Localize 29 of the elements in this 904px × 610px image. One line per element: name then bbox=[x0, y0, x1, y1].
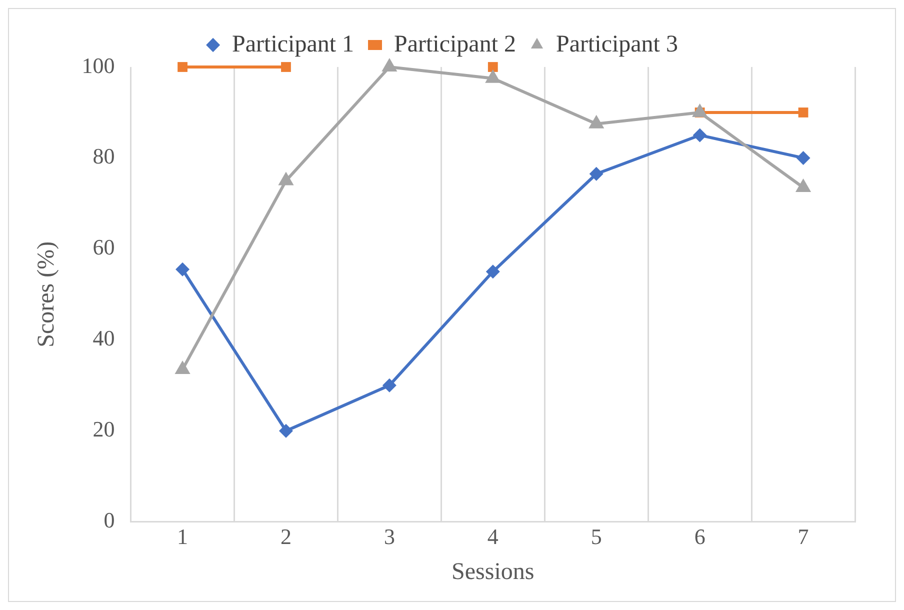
point bbox=[178, 62, 188, 72]
y-tick-label: 40 bbox=[92, 326, 115, 351]
x-tick-label: 7 bbox=[798, 524, 809, 549]
legend-label: Participant 2 bbox=[394, 31, 516, 58]
point bbox=[796, 150, 810, 165]
y-tick-label: 0 bbox=[104, 508, 115, 533]
x-tick-label: 4 bbox=[487, 524, 498, 549]
point bbox=[589, 166, 604, 181]
y-tick-label: 60 bbox=[92, 234, 115, 260]
x-axis-title: Sessions bbox=[452, 558, 534, 585]
x-tick-label: 5 bbox=[590, 524, 602, 549]
point bbox=[798, 108, 808, 118]
y-tick-label: 100 bbox=[82, 52, 115, 78]
point bbox=[382, 378, 396, 392]
y-tick-label: 20 bbox=[92, 416, 115, 442]
point bbox=[278, 424, 293, 438]
point bbox=[692, 128, 707, 142]
legend-label: Participant 3 bbox=[556, 31, 678, 58]
x-tick-label: 1 bbox=[177, 524, 188, 549]
x-tick-label: 6 bbox=[694, 524, 706, 549]
y-axis-title: Scores (%) bbox=[34, 241, 60, 348]
point bbox=[486, 264, 500, 279]
legend-label: Participant 1 bbox=[232, 31, 354, 58]
y-tick-label: 80 bbox=[92, 144, 115, 169]
point bbox=[176, 262, 190, 276]
x-tick-label: 2 bbox=[280, 524, 292, 549]
point bbox=[281, 62, 291, 72]
point bbox=[488, 62, 498, 72]
x-tick-label: 3 bbox=[384, 524, 395, 549]
